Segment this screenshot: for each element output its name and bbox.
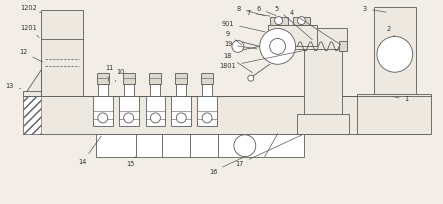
Text: 7: 7	[247, 10, 270, 16]
Text: 19: 19	[224, 41, 257, 49]
Circle shape	[260, 29, 295, 64]
Bar	[339, 41, 347, 51]
Circle shape	[248, 75, 254, 81]
Bar	[288, 28, 347, 49]
Circle shape	[124, 113, 134, 123]
Circle shape	[270, 38, 286, 54]
Text: 5: 5	[275, 6, 312, 40]
Bar	[197, 96, 217, 126]
Text: 1202: 1202	[20, 5, 41, 13]
Bar	[176, 84, 186, 96]
Text: 9: 9	[226, 31, 241, 45]
Bar	[202, 84, 212, 96]
Circle shape	[176, 113, 186, 123]
Text: 11: 11	[105, 65, 114, 81]
Bar	[23, 91, 41, 96]
Circle shape	[202, 113, 212, 123]
Bar	[123, 73, 135, 84]
Bar	[98, 84, 108, 96]
Circle shape	[298, 17, 305, 24]
Text: 6: 6	[256, 6, 276, 16]
Bar	[304, 34, 342, 134]
Text: 16: 16	[209, 158, 242, 175]
Text: 1201: 1201	[20, 24, 39, 38]
Bar	[270, 17, 288, 24]
Circle shape	[151, 113, 160, 123]
Text: 4: 4	[289, 10, 341, 45]
Bar	[41, 10, 83, 96]
Text: 12: 12	[19, 49, 43, 62]
Bar	[23, 96, 428, 134]
Bar	[93, 96, 113, 126]
Bar	[175, 73, 187, 84]
Bar	[268, 24, 317, 46]
Bar	[298, 114, 349, 134]
Text: 2: 2	[387, 27, 395, 37]
Bar	[357, 94, 431, 134]
Bar	[374, 7, 416, 96]
Text: 15: 15	[126, 157, 136, 167]
Polygon shape	[23, 69, 41, 96]
Text: 1801: 1801	[220, 50, 307, 69]
Text: 8: 8	[237, 6, 265, 16]
Bar	[97, 73, 109, 84]
Text: 17: 17	[236, 135, 302, 167]
Circle shape	[98, 113, 108, 123]
Circle shape	[377, 37, 413, 72]
Bar	[149, 73, 161, 84]
Text: 901: 901	[222, 21, 265, 32]
Text: 1: 1	[392, 96, 409, 102]
Bar	[96, 134, 304, 157]
Text: 18: 18	[224, 53, 253, 73]
Text: 10: 10	[115, 69, 125, 82]
Text: 3: 3	[363, 6, 386, 12]
Circle shape	[234, 135, 256, 157]
Circle shape	[275, 17, 283, 24]
Bar	[292, 17, 311, 24]
Bar	[151, 84, 160, 96]
Bar	[201, 73, 213, 84]
Text: 14: 14	[79, 136, 101, 165]
Bar	[171, 96, 191, 126]
Bar	[409, 96, 428, 134]
Bar	[124, 84, 134, 96]
Bar	[23, 96, 41, 134]
Bar	[145, 96, 165, 126]
Text: 13: 13	[5, 83, 21, 89]
Bar	[119, 96, 139, 126]
Circle shape	[232, 40, 244, 52]
